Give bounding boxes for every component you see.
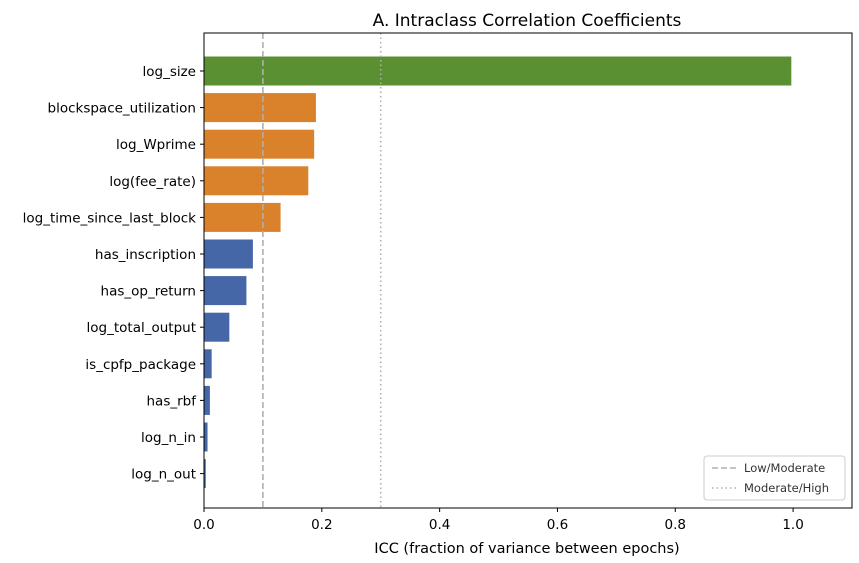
x-tick-label: 0.8 [665,517,686,533]
bar-has-inscription [204,239,253,269]
bar-log-total-output [204,312,230,342]
y-tick-label: has_op_return [101,284,196,300]
legend-box [703,455,846,501]
x-tick-label: 0.4 [429,517,450,533]
y-tick-label: has_rbf [147,393,198,409]
y-tick-label: log_time_since_last_block [23,210,197,226]
bar-log-n-in [204,422,208,452]
bar-log-size [204,56,792,86]
bar-log-fee-rate- [204,166,309,196]
x-tick-label: 1.0 [782,517,803,533]
bar-is-cpfp-package [204,349,212,379]
legend-label: Low/Moderate [744,461,825,475]
y-tick-label: log_n_out [131,467,196,483]
x-tick-label: 0.0 [193,517,214,533]
bar-log-wprime [204,129,315,159]
reference-lines-group [262,33,382,508]
bars-group [204,56,792,489]
bar-has-op-return [204,276,247,306]
y-tick-label: log_Wprime [116,137,196,153]
y-tick-label: has_inscription [95,247,196,263]
bar-log-n-out [204,459,206,489]
bar-blockspace-utilization [204,93,316,123]
bar-log-time-since-last-block [204,202,281,232]
y-tick-label: log(fee_rate) [109,174,196,190]
legend: Low/Moderate Moderate/High [703,455,846,501]
plot-frame [203,32,853,509]
x-axis-label: ICC (fraction of variance between epochs… [374,541,679,557]
x-tick-labels: 0.0 0.2 0.4 0.6 0.8 1.0 [193,508,804,533]
x-tick-label: 0.2 [311,517,332,533]
y-tick-label: is_cpfp_package [85,357,196,373]
y-tick-labels: log_size blockspace_utilization log_Wprime… [23,64,204,483]
y-tick-label: log_size [142,64,196,80]
y-tick-label: log_n_in [141,430,196,446]
y-tick-label: log_total_output [87,320,196,336]
bar-has-rbf [204,385,210,415]
y-tick-label: blockspace_utilization [48,101,197,117]
x-tick-label: 0.6 [547,517,568,533]
legend-label: Moderate/High [744,481,829,495]
chart-title: A. Intraclass Correlation Coefficients [373,11,682,31]
